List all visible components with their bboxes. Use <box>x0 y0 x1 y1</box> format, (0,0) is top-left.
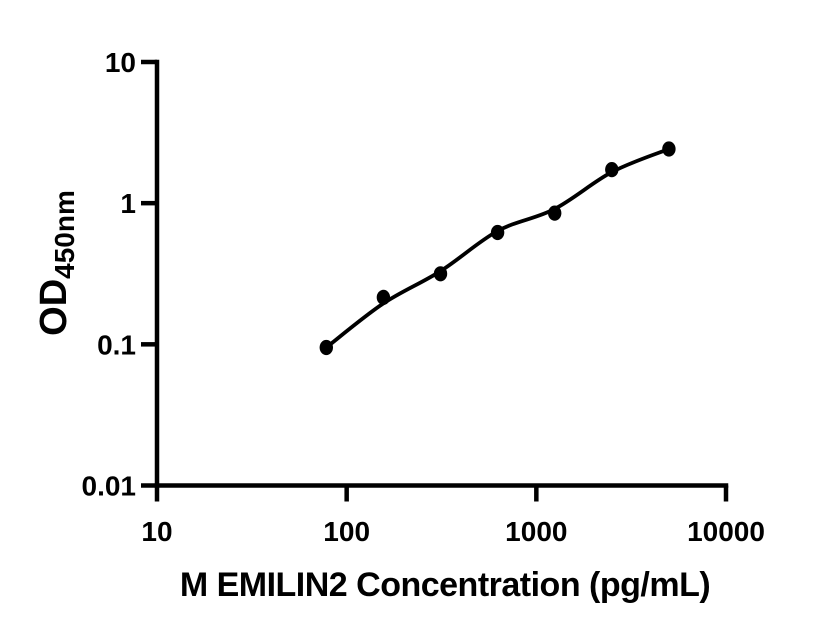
data-point <box>490 224 505 241</box>
x-tick-label: 100 <box>323 516 370 547</box>
data-point <box>548 205 562 221</box>
y-axis-title-subscript: 450nm <box>49 190 80 279</box>
data-point <box>376 289 391 305</box>
y-tick-label: 0.1 <box>97 329 136 360</box>
x-tick-label: 1000 <box>505 516 567 547</box>
y-axis-title: OD450nm <box>33 190 80 336</box>
x-tick-label: 10000 <box>687 516 765 547</box>
y-axis-title-main: OD <box>33 279 75 336</box>
data-points <box>319 141 676 356</box>
x-axis-title: M EMILIN2 Concentration (pg/mL) <box>180 566 710 604</box>
y-tick-label: 1 <box>120 188 136 219</box>
y-tick-label: 0.01 <box>82 471 137 502</box>
data-point <box>433 266 448 282</box>
tick-labels: 10 100 1000 10000 10 1 0.1 0.01 <box>82 47 765 547</box>
data-point <box>319 339 333 356</box>
fit-curve-line <box>324 147 671 350</box>
axes <box>154 59 729 488</box>
data-point <box>662 141 676 157</box>
tick-marks <box>141 59 729 502</box>
y-tick-label: 10 <box>105 47 136 78</box>
x-tick-label: 10 <box>141 516 172 547</box>
data-point <box>605 162 619 178</box>
